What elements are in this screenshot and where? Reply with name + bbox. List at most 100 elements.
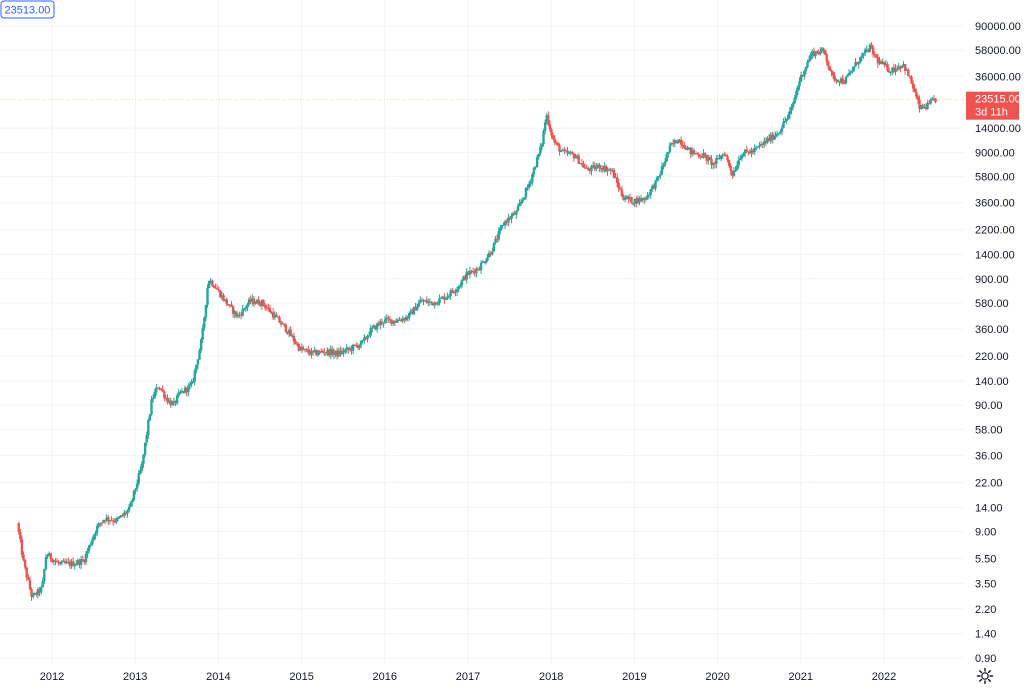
candle [721, 153, 724, 159]
candle [867, 48, 870, 53]
candle [175, 393, 179, 406]
last-price-badge: 23515.00 3d 11h [966, 91, 1021, 120]
candle [102, 519, 105, 523]
candle [908, 75, 912, 79]
price-tick-label: 2200.00 [975, 225, 1015, 237]
candle [425, 296, 428, 304]
candle [815, 50, 819, 54]
candle [223, 299, 227, 302]
candle [177, 389, 180, 398]
price-tick-label: 3600.00 [975, 198, 1015, 210]
candle [255, 298, 259, 304]
candle [249, 295, 252, 305]
candle [484, 258, 488, 265]
candle [222, 292, 225, 302]
candle [126, 509, 129, 518]
candle [131, 498, 134, 507]
candle [422, 298, 425, 306]
price-tick-label: 58.00 [975, 424, 1003, 436]
candle [390, 319, 393, 326]
candle [161, 385, 164, 393]
candle [267, 303, 270, 312]
candle [423, 299, 427, 302]
candle [148, 413, 152, 422]
chart-settings-button[interactable] [975, 666, 995, 686]
candle [215, 284, 219, 290]
candle [220, 291, 224, 301]
candle [643, 196, 646, 205]
candle [196, 358, 200, 370]
candle [335, 347, 339, 360]
candle [737, 155, 740, 169]
candle [577, 153, 580, 165]
candle [780, 124, 784, 136]
candle [406, 315, 409, 322]
candle [59, 561, 62, 566]
candle [433, 301, 436, 309]
candle [123, 509, 126, 518]
candle [455, 286, 459, 296]
candle [767, 134, 771, 142]
candle [619, 187, 622, 191]
time-axis[interactable]: 2012 2013 2014 2015 2016 2017 2018 2019 2020 2021… [40, 671, 896, 683]
candle [921, 103, 924, 110]
candle [132, 490, 136, 502]
candle [647, 192, 651, 198]
candle [367, 331, 371, 338]
candle [633, 198, 636, 207]
candle [465, 268, 468, 284]
candle [555, 140, 558, 146]
candle [337, 347, 340, 358]
candle [798, 77, 801, 90]
candle [268, 304, 272, 313]
candle [166, 394, 169, 405]
candle [180, 387, 184, 394]
candle [575, 153, 579, 160]
candle [931, 96, 934, 101]
candle [615, 173, 619, 187]
candle [918, 95, 921, 113]
candle [473, 268, 476, 277]
candle [508, 215, 512, 221]
candle [595, 163, 598, 172]
candle [31, 592, 35, 599]
candle [84, 550, 88, 566]
candle [206, 284, 209, 308]
candle [849, 70, 852, 76]
candle [407, 312, 411, 322]
candle [515, 210, 518, 219]
candle [193, 368, 196, 386]
candle [652, 183, 656, 190]
candle [374, 325, 377, 331]
candle [516, 203, 520, 212]
candle [159, 388, 163, 391]
candle [467, 270, 470, 276]
candle [817, 49, 820, 56]
candle [667, 151, 670, 159]
candle [78, 558, 81, 569]
candle [518, 199, 521, 207]
candle [89, 541, 92, 548]
candle [889, 71, 892, 76]
candle [23, 559, 27, 570]
candle [343, 348, 347, 355]
candle [439, 296, 443, 299]
candle [563, 146, 566, 155]
candle [187, 383, 190, 397]
candle [580, 158, 584, 167]
candle [97, 522, 100, 529]
candle [188, 381, 192, 390]
candle [895, 65, 899, 72]
candle [775, 130, 779, 138]
candle [902, 60, 905, 68]
candle [716, 154, 720, 160]
candle [419, 296, 422, 304]
candle [283, 323, 286, 328]
candle [351, 343, 355, 355]
price-axis[interactable]: 90000.00 58000.00 36000.00 14000.00 9000.00 5… [975, 21, 1021, 665]
candle [127, 504, 131, 513]
candle [111, 517, 115, 526]
candle [865, 45, 868, 53]
candle [703, 151, 707, 159]
